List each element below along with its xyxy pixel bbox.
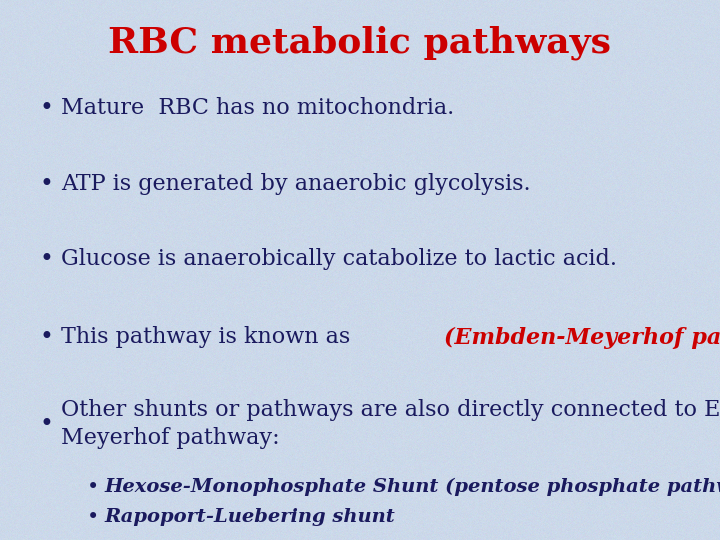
Text: •: •: [40, 247, 53, 271]
Text: (Embden-Meyerhof pathway).: (Embden-Meyerhof pathway).: [444, 327, 720, 348]
Text: •: •: [86, 477, 99, 497]
Text: Glucose is anaerobically catabolize to lactic acid.: Glucose is anaerobically catabolize to l…: [61, 248, 617, 270]
Text: •: •: [86, 507, 99, 528]
Text: •: •: [40, 96, 53, 120]
Text: Hexose-Monophosphate Shunt (pentose phosphate pathway.: Hexose-Monophosphate Shunt (pentose phos…: [104, 478, 720, 496]
Text: Rapoport-Luebering shunt: Rapoport-Luebering shunt: [104, 508, 395, 526]
Text: •: •: [40, 412, 53, 436]
Text: Mature  RBC has no mitochondria.: Mature RBC has no mitochondria.: [61, 97, 454, 119]
Text: RBC metabolic pathways: RBC metabolic pathways: [109, 26, 611, 60]
Text: •: •: [40, 326, 53, 349]
Text: Other shunts or pathways are also directly connected to Embden-
Meyerhof pathway: Other shunts or pathways are also direct…: [61, 399, 720, 449]
Text: ATP is generated by anaerobic glycolysis.: ATP is generated by anaerobic glycolysis…: [61, 173, 531, 194]
Text: This pathway is known as: This pathway is known as: [61, 327, 358, 348]
Text: •: •: [40, 172, 53, 195]
